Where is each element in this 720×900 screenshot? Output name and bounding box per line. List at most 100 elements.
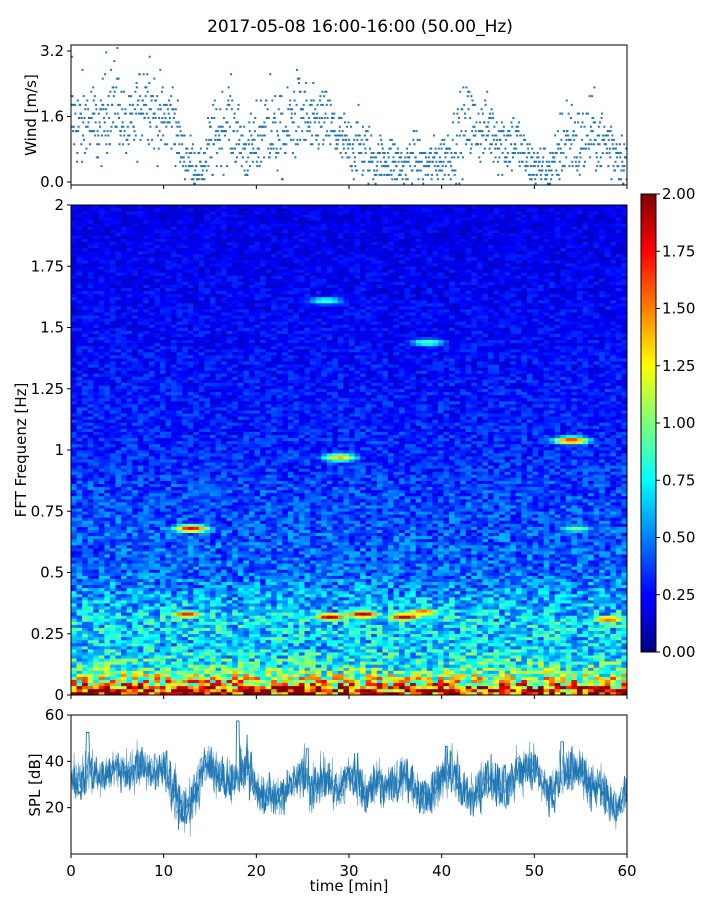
spectrogram-cell: [171, 680, 177, 683]
wind-point: [166, 104, 168, 106]
spectrogram-cell: [544, 606, 550, 609]
spectrogram-cell: [560, 661, 566, 664]
spectrogram-cell: [216, 600, 222, 603]
spectrogram-cell: [193, 683, 199, 686]
spectrogram-cell: [193, 680, 199, 683]
spectrogram-cell: [460, 634, 466, 637]
spectrogram-cell: [538, 618, 544, 621]
wind-point: [611, 135, 613, 137]
spectrogram-cell: [566, 625, 572, 628]
wind-point: [179, 161, 181, 163]
spectrogram-cell: [532, 591, 538, 594]
spectrogram-cell: [177, 600, 183, 603]
spectrogram-cell: [583, 680, 589, 683]
spectrogram-cell: [510, 671, 516, 674]
spectrogram-cell: [405, 603, 411, 606]
spectrogram-cell: [149, 649, 155, 652]
wind-point: [179, 126, 181, 128]
spectrogram-cell: [82, 671, 88, 674]
spectrogram-cell: [193, 674, 199, 677]
spectrogram-cell: [416, 588, 422, 591]
wind-point: [317, 104, 319, 106]
spectrogram-cell: [371, 631, 377, 634]
wind-point: [451, 156, 453, 158]
spectrogram-cell: [93, 677, 99, 680]
spectrogram-cell: [82, 612, 88, 615]
spectrogram-cell: [249, 661, 255, 664]
wind-point: [244, 148, 246, 150]
wind-point: [248, 121, 250, 123]
spectrogram-cell: [432, 600, 438, 603]
spectrogram-cell: [199, 683, 205, 686]
spectrogram-cell: [177, 603, 183, 606]
spectrogram-cell: [260, 661, 266, 664]
spectrogram-cell: [193, 618, 199, 621]
wind-point: [183, 156, 185, 158]
spectrogram-cell: [238, 591, 244, 594]
spectrogram-cell: [232, 667, 238, 670]
spectrogram-cell: [288, 618, 294, 621]
spectrogram-cell: [299, 637, 305, 640]
wind-point: [514, 152, 516, 154]
spectrogram-cell: [188, 683, 194, 686]
wind-point: [485, 139, 487, 141]
wind-point: [370, 156, 372, 158]
spectrogram-cell: [577, 618, 583, 621]
spectrogram-cell: [321, 643, 327, 646]
spectrogram-cell: [449, 664, 455, 667]
spectrogram-cell: [99, 661, 105, 664]
spectrogram-cell: [216, 667, 222, 670]
spectrogram-cell: [77, 591, 83, 594]
wind-point: [417, 139, 419, 141]
spectrogram-cell: [343, 631, 349, 634]
spectrogram-cell: [121, 643, 127, 646]
spectrogram-cell: [343, 618, 349, 621]
spectrogram-cell: [466, 622, 472, 625]
spectrogram-cell: [166, 597, 172, 600]
spectrogram-cell: [221, 600, 227, 603]
spectrogram-cell: [521, 683, 527, 686]
spectrogram-cell: [605, 646, 611, 649]
spectrogram-cell: [371, 591, 377, 594]
wind-point: [383, 174, 385, 176]
wind-point: [149, 121, 151, 123]
spectrogram-cell: [516, 643, 522, 646]
wind-point: [126, 139, 128, 141]
wind-point: [178, 121, 180, 123]
spectrogram-cell: [199, 658, 205, 661]
spectrogram-cell: [544, 612, 550, 615]
wind-point: [496, 139, 498, 141]
spectrogram-cell: [510, 674, 516, 677]
spectrogram-cell: [216, 643, 222, 646]
spectrogram-cell: [355, 686, 361, 689]
wind-point: [603, 126, 605, 128]
spectrogram-cell: [366, 625, 372, 628]
spectrogram-cell: [560, 631, 566, 634]
spectrogram-cell: [143, 689, 149, 692]
spectrogram-cell: [199, 628, 205, 631]
wind-point: [470, 152, 472, 154]
spectrogram-cell: [566, 612, 572, 615]
spectrogram-cell: [466, 677, 472, 680]
spectrogram-cell: [177, 612, 183, 615]
spectrogram-cell: [388, 609, 394, 612]
spectrogram-cell: [221, 683, 227, 686]
wind-point: [144, 117, 146, 119]
spectrogram-cell: [166, 664, 172, 667]
spectrogram-cell: [149, 594, 155, 597]
spectrogram-cell: [482, 628, 488, 631]
spectrogram-cell: [371, 655, 377, 658]
wind-point: [187, 170, 189, 172]
spectrogram-cell: [471, 625, 477, 628]
spectrogram-cell: [477, 591, 483, 594]
wind-point: [321, 117, 323, 119]
spectrogram-cell: [377, 683, 383, 686]
spectrogram-cell: [527, 646, 533, 649]
spectrogram-cell: [605, 671, 611, 674]
spectrogram-cell: [232, 652, 238, 655]
spectrogram-cell: [260, 689, 266, 692]
spectrogram-cell: [455, 643, 461, 646]
spectrogram-cell: [160, 658, 166, 661]
spectrogram-cell: [438, 609, 444, 612]
spectrogram-cell: [532, 609, 538, 612]
